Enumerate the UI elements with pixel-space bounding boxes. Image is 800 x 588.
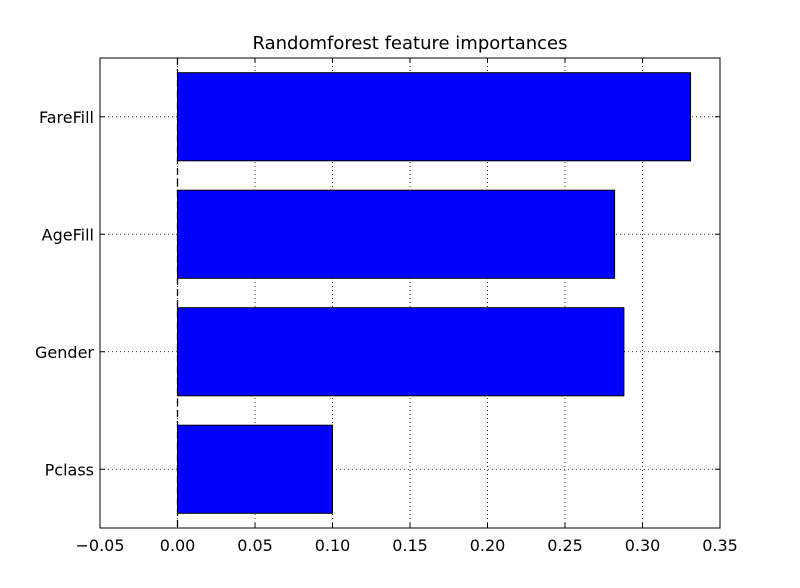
x-tick-label: 0.20 [470,536,506,555]
x-tick-label: −0.05 [75,536,124,555]
x-tick-label: 0.25 [547,536,583,555]
bar-pclass [177,424,333,514]
bars [177,72,692,514]
bar-gender [177,307,625,397]
y-tick-label: FareFill [39,108,94,127]
y-tick-label: AgeFill [42,225,94,244]
x-tick-label: 0.30 [625,536,661,555]
x-tick-label: 0.00 [160,536,196,555]
y-tick-label: Pclass [45,460,94,479]
plot-frame [99,57,721,529]
x-tick-label: 0.35 [702,536,738,555]
x-tick-label: 0.15 [392,536,428,555]
x-tick-label: 0.10 [315,536,351,555]
x-tick-labels: −0.05 0.00 0.05 0.10 0.15 0.20 0.25 0.30 0.35 [75,536,737,555]
chart-title: Randomforest feature importances [252,33,568,54]
bar-farefill [177,72,692,162]
y-tick-label: Gender [35,343,94,362]
bar-agefill [177,189,616,279]
x-tick-label: 0.05 [237,536,273,555]
y-tick-labels: Pclass Gender AgeFill FareFill [35,108,94,480]
